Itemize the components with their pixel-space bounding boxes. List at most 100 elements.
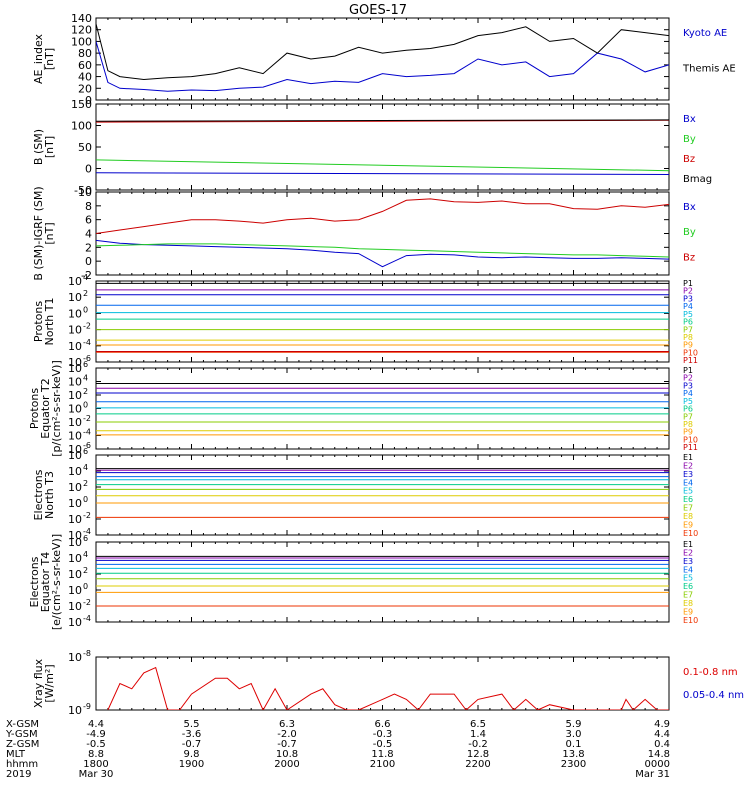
y-tick-label: 10: [68, 513, 82, 526]
y-tick-label: 10: [68, 616, 82, 629]
y-tick-label: 120: [71, 24, 92, 37]
bottom-row-label: 2019: [6, 769, 31, 780]
legend-label: E9: [683, 520, 693, 529]
y-axis-label: [nT]: [43, 222, 56, 244]
y-tick-label-exp: 4: [83, 273, 88, 282]
y-tick-label: 100: [71, 35, 92, 48]
y-tick-label: 50: [78, 141, 92, 154]
y-tick-label: 0: [85, 94, 92, 107]
panel-frame: [95, 280, 670, 363]
y-tick-label-exp: -4: [83, 338, 91, 347]
y-tick-label: 10: [68, 275, 82, 288]
y-tick-label-exp: 4: [83, 374, 88, 383]
y-tick-label-exp: -4: [83, 614, 91, 623]
y-tick-label: 10: [68, 704, 82, 717]
bottom-cell: 14.8: [648, 749, 670, 760]
y-tick-label-exp: 0: [83, 495, 88, 504]
y-tick-label: 10: [68, 389, 82, 402]
series-group: [96, 282, 669, 353]
y-tick-label: 10: [68, 340, 82, 353]
y-tick-label: 10: [68, 568, 82, 581]
panel-frame: [95, 17, 670, 101]
legend-label: P6: [683, 405, 693, 414]
legend-label: P6: [683, 318, 693, 327]
legend-label: E5: [683, 574, 693, 583]
legend-label: Bz: [683, 252, 695, 263]
y-axis-label: AE_index: [32, 33, 45, 84]
bottom-row-label: hhmm: [6, 759, 38, 770]
y-tick-label-exp: -9: [83, 702, 91, 711]
bottom-row-label: Z-GSM: [6, 739, 39, 750]
legend-label: E7: [683, 504, 693, 513]
series-bx: [96, 172, 669, 175]
y-tick-label: 10: [68, 552, 82, 565]
legend-label: P8: [683, 420, 693, 429]
bottom-cell: 13.8: [562, 749, 584, 760]
y-tick-label: -50: [74, 184, 92, 197]
y-axis-label: [nT]: [43, 136, 56, 158]
legend-label: E7: [683, 591, 693, 600]
y-tick-label-exp: 0: [83, 582, 88, 591]
series-kyoto-ae: [96, 41, 669, 92]
bottom-cell: -2.0: [277, 729, 297, 740]
bottom-cell: 2300: [561, 759, 586, 770]
bottom-cell: 12.8: [467, 749, 489, 760]
y-tick-label-exp: -4: [83, 527, 91, 536]
y-axis-label: [e/(cm²-s-sr-keV)]: [50, 534, 63, 630]
legend-label: E3: [683, 557, 693, 566]
bottom-cell: Mar 30: [79, 769, 114, 780]
series-group: [96, 119, 669, 175]
legend-label: E2: [683, 548, 693, 557]
y-tick-label-exp: -6: [83, 354, 91, 363]
legend-label: P10: [683, 348, 698, 357]
y-tick-label: 10: [68, 376, 82, 389]
y-axis-label: Equator T4: [39, 552, 52, 612]
y-tick-label-exp: 2: [83, 289, 88, 298]
legend-label: P3: [683, 294, 693, 303]
y-tick-label-exp: 2: [83, 479, 88, 488]
y-tick-label-exp: -4: [83, 428, 91, 437]
y-tick-label-exp: 2: [83, 387, 88, 396]
y-axis-label: Xray flux: [32, 658, 45, 708]
y-tick-label-exp: -2: [83, 414, 91, 423]
legend-label: 0.05-0.4 nm: [683, 690, 744, 701]
y-tick-label: 6: [85, 214, 92, 227]
bottom-cell: -3.6: [182, 729, 202, 740]
bottom-cell: -0.5: [373, 739, 393, 750]
plot-title: GOES-17: [349, 3, 407, 18]
legend-label: E6: [683, 495, 693, 504]
legend-label: P7: [683, 325, 693, 334]
bottom-cell: 11.8: [371, 749, 393, 760]
y-tick-label: 0: [85, 255, 92, 268]
y-tick-label-exp: -8: [83, 649, 91, 658]
bottom-cell: 6.5: [470, 719, 486, 730]
y-tick-label: 10: [68, 651, 82, 664]
y-tick-label: 10: [68, 430, 82, 443]
legend-label: E5: [683, 487, 693, 496]
series-by: [96, 243, 669, 258]
bottom-cell: 4.4: [88, 719, 104, 730]
legend-label: E8: [683, 512, 693, 521]
legend-label: P8: [683, 333, 693, 342]
bottom-cell: 1900: [179, 759, 204, 770]
y-tick-label: -2: [81, 269, 92, 282]
bottom-cell: 0.4: [654, 739, 670, 750]
y-tick-label: 10: [68, 307, 82, 320]
legend-label: P9: [683, 341, 693, 350]
bottom-cell: 5.5: [184, 719, 200, 730]
y-tick-label: 10: [68, 529, 82, 542]
series-group: [96, 198, 669, 268]
legend-label: P3: [683, 381, 693, 390]
y-tick-label-exp: 6: [83, 447, 88, 456]
legend-label: P11: [683, 356, 698, 365]
y-tick-label: 4: [85, 228, 92, 241]
bottom-cell: Mar 31: [635, 769, 670, 780]
legend-label: E2: [683, 461, 693, 470]
legend-label: E3: [683, 470, 693, 479]
y-tick-label: 10: [68, 497, 82, 510]
series-group: [96, 383, 669, 436]
